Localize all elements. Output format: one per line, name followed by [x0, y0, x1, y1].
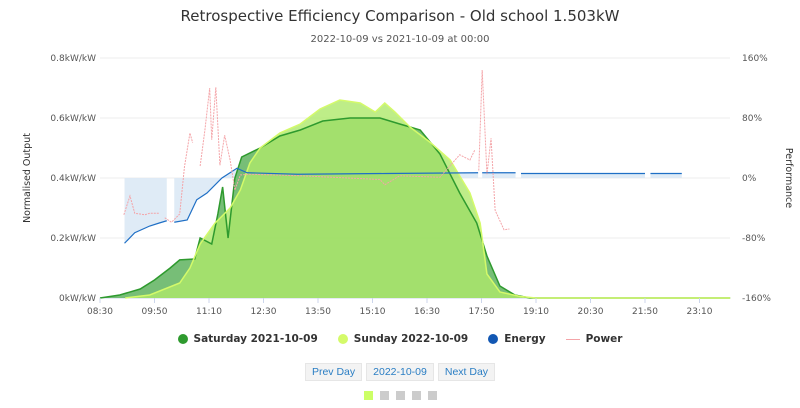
legend-dot-icon [337, 334, 348, 344]
date-button[interactable]: 2022-10-09 [366, 363, 434, 381]
y-right-tick-label: 0% [742, 174, 757, 184]
pager-dot[interactable] [379, 391, 389, 400]
legend-dot-icon [488, 334, 499, 344]
energy-area [124, 178, 167, 244]
legend-item-power[interactable]: Power [565, 333, 623, 345]
y-right-tick-label: 160% [742, 54, 768, 64]
sunday-line [125, 99, 731, 299]
x-tick-label: 20:30 [578, 307, 604, 317]
chart-title: Retrospective Efficiency Comparison - Ol… [181, 7, 620, 25]
x-tick-label: 08:30 [87, 307, 113, 317]
x-tick-label: 15:10 [360, 307, 386, 317]
power-line [123, 194, 160, 216]
power-line [199, 87, 476, 192]
legend-label: Power [585, 333, 623, 345]
next-day-button[interactable]: Next Day [437, 363, 496, 381]
y-tick-label: 0.2kW/kW [50, 234, 96, 244]
legend: Saturday 2021-10-09 Sunday 2022-10-09 En… [0, 333, 800, 345]
x-tick-label: 13:50 [305, 307, 331, 317]
y-tick-label: 0.8kW/kW [50, 54, 96, 64]
pager-dot[interactable] [411, 391, 421, 400]
legend-label: Saturday 2021-10-09 [193, 333, 318, 345]
y-right-tick-label: 80% [742, 114, 762, 124]
y-tick-label: 0.6kW/kW [50, 114, 96, 124]
y-axis-right-label: Performance [783, 148, 794, 208]
chart-subtitle: 2022-10-09 vs 2021-10-09 at 00:00 [311, 34, 490, 45]
y-right-tick-label: -80% [742, 234, 766, 244]
x-tick-label: 21:50 [632, 307, 658, 317]
energy-area [482, 172, 516, 178]
power-line [164, 132, 194, 223]
y-right-tick-label: -160% [742, 294, 771, 304]
energy-area [521, 173, 645, 178]
y-tick-label: 0kW/kW [59, 294, 96, 304]
pager-dot[interactable] [427, 391, 437, 400]
x-tick-label: 09:50 [142, 307, 168, 317]
x-tick-label: 11:10 [196, 307, 222, 317]
x-tick-label: 19:10 [523, 307, 549, 317]
legend-dot-icon [177, 334, 188, 344]
legend-label: Energy [504, 333, 546, 345]
energy-line [124, 220, 167, 244]
power-line [478, 69, 510, 231]
pager-dot[interactable] [395, 391, 405, 400]
x-tick-label: 12:30 [251, 307, 277, 317]
pager [0, 391, 800, 400]
y-axis-label: Normalised Output [22, 133, 33, 223]
saturday-line [99, 117, 731, 299]
x-tick-label: 23:10 [687, 307, 713, 317]
prev-day-button[interactable]: Prev Day [304, 363, 363, 381]
energy-line [174, 167, 479, 223]
legend-item-sunday[interactable]: Sunday 2022-10-09 [337, 333, 469, 345]
energy-area [650, 173, 682, 178]
legend-label: Sunday 2022-10-09 [353, 333, 469, 345]
x-tick-label: 17:50 [469, 307, 495, 317]
chart: Retrospective Efficiency Comparison - Ol… [22, 7, 794, 317]
pager-dot[interactable] [363, 391, 373, 400]
legend-item-energy[interactable]: Energy [488, 333, 546, 345]
x-tick-label: 16:30 [414, 307, 440, 317]
legend-item-saturday[interactable]: Saturday 2021-10-09 [177, 333, 318, 345]
legend-line-icon [565, 338, 580, 340]
sunday-area [125, 100, 731, 298]
y-tick-label: 0.4kW/kW [50, 174, 96, 184]
day-navigation: Prev Day 2022-10-09 Next Day [0, 363, 800, 381]
